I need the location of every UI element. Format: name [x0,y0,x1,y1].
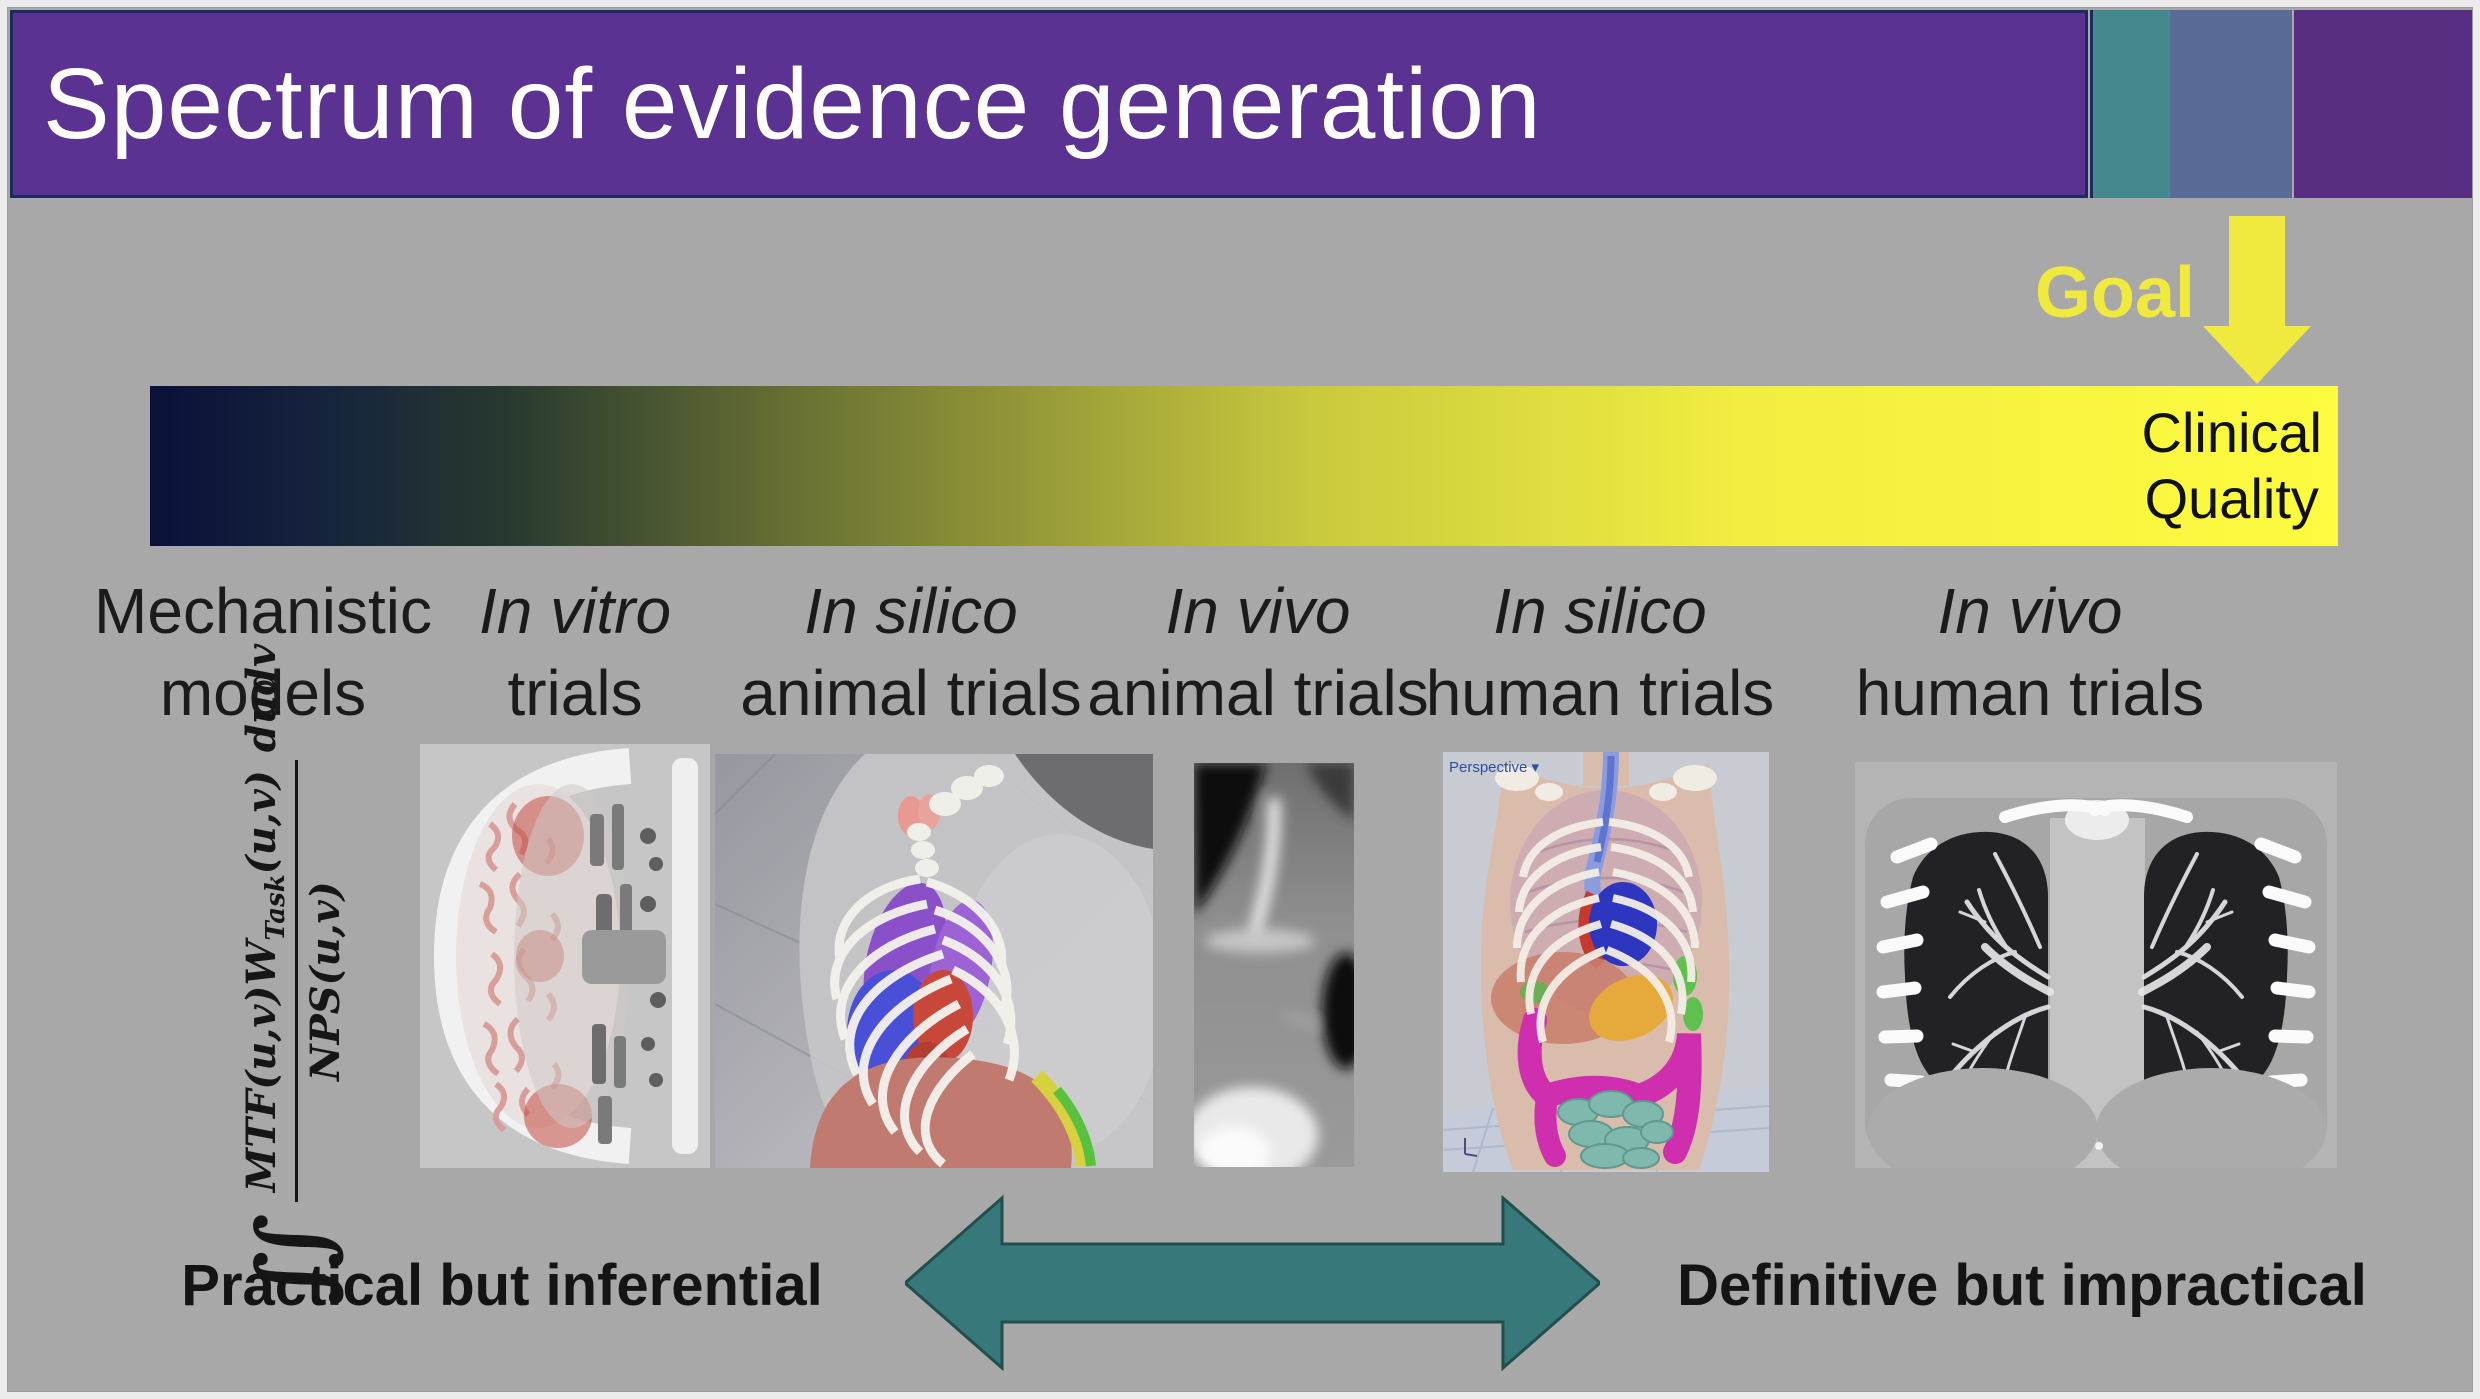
category-line2: animal trials [740,657,1082,729]
category-label-in-silico-animal-trials: In silico animal trials [691,570,1131,734]
animal-model-illustration [715,754,1153,1168]
in-vivo-animal-image [1194,763,1354,1167]
slide-title: Spectrum of evidence generation [43,47,1542,160]
colon [1517,1008,1702,1164]
category-label-in-vivo-animal-trials: In vivo animal trials [1038,570,1478,734]
shoulder-bones [1495,765,1717,801]
category-line2: animal trials [1087,657,1429,729]
category-line2: human trials [1855,657,2205,729]
category-line1: In vivo [1937,575,2123,647]
goal-down-arrow-icon [2203,216,2311,384]
phantom-illustration [420,744,710,1168]
clinical-quality-caption: Clinical Quality [2142,400,2323,532]
category-line1: Mechanistic [94,575,432,647]
spine [907,765,1004,877]
quality-gradient-bar: Clinical Quality [150,386,2338,546]
header-stripe-blue [2170,10,2292,198]
formula-differentials: dudv [237,643,285,753]
animal-radiograph-illustration [1194,763,1354,1167]
rib-cage [1513,818,1699,1044]
formula-numerator: MTF(u,v)WTask(u,v) [237,760,298,1203]
rib-stubs [1876,837,2316,1089]
right-lung-vessels [2138,852,2245,1094]
formula-denominator: NPS(u,v) [301,881,349,1081]
rib-cage [830,874,1019,1168]
clinical-quality-line1: Clinical [2141,401,2323,464]
human-phantom-illustration [1443,752,1769,1172]
small-intestine [1557,1090,1674,1169]
perspective-viewport-label: Perspective ▾ [1449,759,1540,776]
clinical-quality-line2: Quality [2144,467,2319,530]
metal-rods [582,804,666,1144]
header-stripe-teal [2090,10,2171,198]
practical-label: Practical but inferential [181,1253,823,1318]
right-lung [2144,831,2288,1100]
header-stripe-purple [2294,10,2472,198]
category-line2: models [159,657,367,729]
perspective-dropdown-icon: ▾ [1531,759,1540,776]
phantom-back-plate [672,758,698,1154]
diaphragm-right [2096,1068,2326,1168]
in-silico-animal-image [715,754,1153,1168]
spectrum-double-arrow-icon [905,1194,1600,1372]
category-line1: In vitro [478,575,672,647]
category-line2: human trials [1425,657,1775,729]
category-line1: In vivo [1165,575,1351,647]
detectability-formula: ∬ MTF(u,v)WTask(u,v) NPS(u,v) dudv [178,644,408,1306]
category-label-in-vivo-human-trials: In vivo human trials [1810,570,2250,734]
diaphragm-left [1868,1068,2098,1168]
category-line2: trials [507,657,643,729]
in-vivo-human-image [1855,762,2337,1168]
chest-ct-illustration [1855,762,2337,1168]
goal-label: Goal [2034,253,2195,333]
category-label-mechanistic-models: Mechanistic models [43,570,483,734]
radiograph-features [1194,763,1354,1167]
category-label-in-vitro-trials: In vitro trials [355,570,795,734]
definitive-label: Definitive but impractical [1677,1253,2367,1318]
formula-fraction: MTF(u,v)WTask(u,v) NPS(u,v) [237,760,349,1203]
category-line1: In silico [804,575,1018,647]
left-lung-vessels [1947,852,2054,1094]
animal-head [1015,754,1153,849]
left-lung [1904,831,2048,1100]
slide-header: Spectrum of evidence generation [10,10,2088,198]
axis-gizmo [1464,1138,1478,1157]
category-line1: In silico [1493,575,1707,647]
category-label-in-silico-human-trials: In silico human trials [1380,570,1820,734]
in-vitro-phantom-image [420,744,710,1168]
in-silico-human-image: Perspective ▾ [1443,752,1769,1172]
